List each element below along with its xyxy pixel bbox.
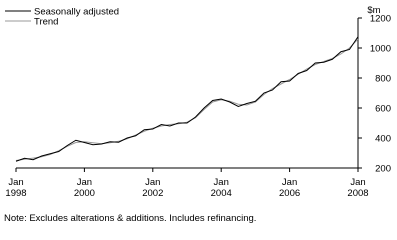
x-tick-label: Jan 2002 <box>142 177 163 199</box>
x-tick-label: Jan 2000 <box>74 177 95 199</box>
x-tick-label: Jan 2006 <box>279 177 300 199</box>
y-tick-label: 800 <box>375 74 391 85</box>
series-line <box>15 38 359 161</box>
series-line <box>15 36 359 162</box>
y-axis-label: $m <box>367 5 380 16</box>
legend-label: Seasonally adjusted <box>34 7 119 18</box>
x-tick-label: Jan 2004 <box>211 177 232 199</box>
y-tick-label: 600 <box>375 104 391 115</box>
x-tick-label: Jan 2008 <box>347 177 368 199</box>
note: Note: Excludes alterations & additions. … <box>4 213 256 224</box>
chart: $m Note: Excludes alterations & addition… <box>4 5 391 224</box>
y-tick-label: 200 <box>375 164 391 175</box>
y-tick-label: 1000 <box>370 44 391 55</box>
y-tick-label: 1200 <box>370 14 391 25</box>
legend-label: Trend <box>34 17 58 28</box>
y-tick-label: 400 <box>375 134 391 145</box>
x-tick-label: Jan 1998 <box>5 177 26 199</box>
